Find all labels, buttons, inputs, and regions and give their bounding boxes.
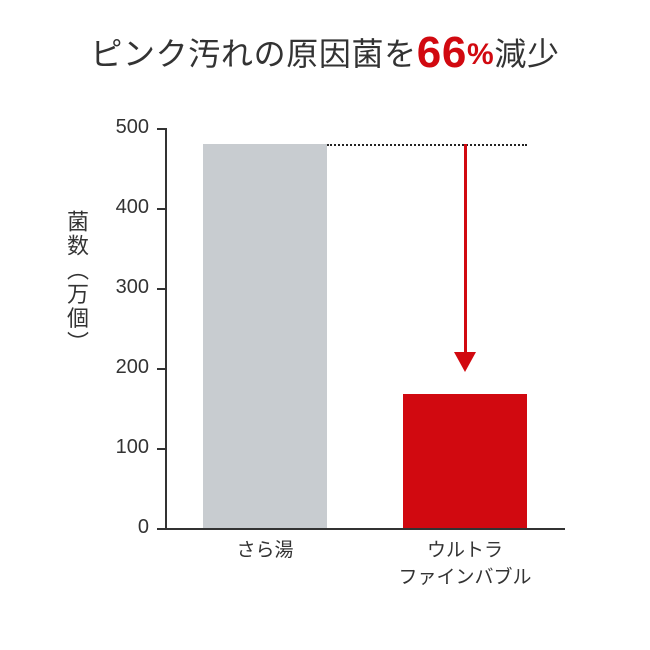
category-label: さら湯 [165,538,365,565]
bar [403,394,527,528]
y-tick [157,528,165,530]
category-label: ウルトラファインバブル [365,538,565,591]
y-tick [157,448,165,450]
y-tick-label: 200 [89,356,149,379]
y-tick [157,208,165,210]
y-axis-label: 菌数（万個） [60,210,92,355]
y-tick-label: 0 [89,516,149,539]
title-post: 減少 [494,36,559,72]
reference-line [327,144,527,146]
y-axis [165,128,167,528]
title-pct: % [467,38,494,71]
y-tick-label: 100 [89,436,149,459]
x-axis [165,528,565,530]
bar-chart: 0100200300400500さら湯ウルトラファインバブル [120,120,590,570]
reduction-arrow [464,144,467,356]
reduction-arrow-head [454,352,476,372]
y-tick [157,128,165,130]
y-tick-label: 300 [89,276,149,299]
title-pre: ピンク汚れの原因菌を [90,36,416,72]
title-big: 66 [417,28,467,77]
page-title: ピンク汚れの原因菌を66%減少 [0,28,650,78]
y-tick [157,368,165,370]
bar [203,144,327,528]
y-tick-label: 400 [89,196,149,219]
y-tick [157,288,165,290]
y-tick-label: 500 [89,116,149,139]
